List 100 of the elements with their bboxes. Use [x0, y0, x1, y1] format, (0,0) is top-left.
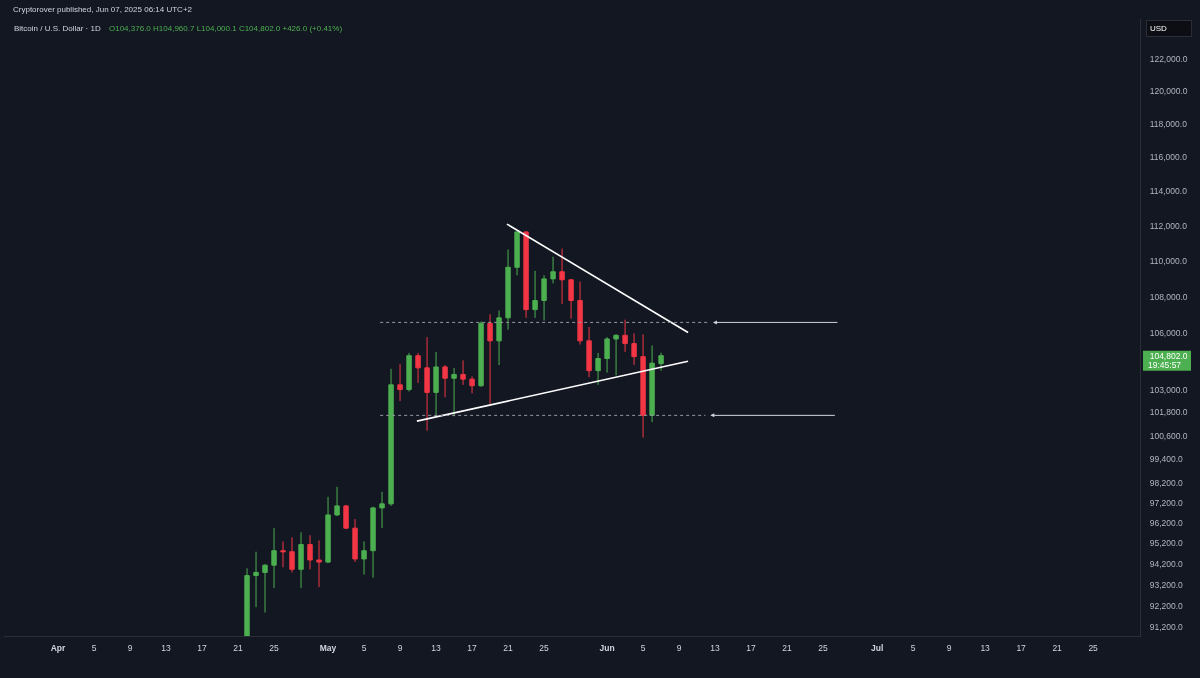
y-tick-label: 93,200.0	[1149, 579, 1184, 590]
x-tick-label: 17	[746, 643, 757, 654]
y-tick-label: 116,000.0	[1149, 152, 1188, 163]
y-tick-label: 122,000.0	[1149, 53, 1188, 64]
y-tick-label: 94,200.0	[1149, 559, 1184, 570]
candlestick	[460, 359, 466, 386]
candlestick	[289, 536, 295, 573]
text: O104,376.0 H104,960.7 L104,000.1 C104,802.0 +426.0 (+0.41%)	[109, 24, 343, 33]
x-tick-label: 9	[946, 643, 952, 654]
x-tick-label: 17	[1016, 643, 1027, 654]
text: Bitcoin / U.S. Dollar · 1D	[14, 24, 101, 33]
text: Cryptorover published, Jun 07, 2025 06:14 UTC+2	[13, 5, 193, 14]
candlestick	[595, 352, 601, 386]
candlestick	[433, 351, 439, 417]
x-tick-label: 5	[640, 643, 646, 654]
candlestick	[496, 310, 502, 366]
y-tick-label: 103,000.0	[1149, 384, 1188, 395]
candlestick	[631, 332, 637, 366]
y-tick-label: 106,000.0	[1149, 328, 1188, 339]
y-tick-label: 99,400.0	[1149, 454, 1184, 465]
y-tick-label: 101,800.0	[1149, 407, 1188, 418]
candlestick	[370, 506, 376, 579]
x-tick-label: 25	[269, 643, 280, 654]
y-tick-label: 96,200.0	[1149, 518, 1184, 529]
x-tick-label: Apr	[50, 643, 67, 654]
candlestick	[298, 531, 304, 589]
candlestick	[505, 249, 511, 331]
y-axis-title: USD	[1150, 24, 1168, 33]
x-tick-label: 13	[161, 643, 172, 654]
y-tick-label: 104,802.0	[1149, 350, 1188, 361]
candlestick	[442, 364, 448, 398]
x-tick-label: 21	[233, 643, 244, 654]
text: 19:45:57	[1148, 360, 1182, 370]
candlestick	[262, 563, 268, 613]
y-tick-label: 95,200.0	[1149, 538, 1184, 549]
x-tick-label: 17	[467, 643, 478, 654]
candlestick	[514, 230, 520, 276]
candlestick	[541, 274, 547, 322]
x-tick-label: 21	[1052, 643, 1063, 654]
candlestick	[577, 281, 583, 346]
x-tick-label: 13	[431, 643, 442, 654]
y-tick-label: 100,600.0	[1149, 430, 1188, 441]
candlestick	[640, 333, 646, 439]
candlestick	[334, 486, 340, 517]
y-tick-label: 114,000.0	[1149, 186, 1188, 197]
x-tick-label: 25	[818, 643, 829, 654]
x-tick-label: 13	[710, 643, 721, 654]
candlestick	[325, 496, 331, 564]
x-tick-label: Jul	[870, 643, 884, 654]
candlestick	[379, 491, 385, 529]
y-tick-label: 110,000.0	[1149, 256, 1188, 267]
x-tick-label: 5	[910, 643, 916, 654]
candlestick	[559, 248, 565, 305]
candlestick	[451, 367, 457, 417]
candlestick	[658, 352, 664, 372]
candlestick	[532, 270, 538, 319]
candlestick	[649, 344, 655, 423]
candlestick	[613, 333, 619, 376]
candlestick	[586, 326, 592, 378]
candlestick	[244, 567, 250, 636]
x-tick-label: 9	[127, 643, 133, 654]
y-tick-label: 120,000.0	[1149, 85, 1188, 96]
candlestick	[307, 534, 313, 570]
candlestick	[424, 336, 430, 432]
candlestick	[568, 278, 574, 320]
x-tick-label: 25	[1088, 643, 1099, 654]
candlestick	[271, 527, 277, 589]
candlestick	[622, 319, 628, 353]
y-tick-label: 91,200.0	[1149, 622, 1184, 633]
x-tick-label: 9	[676, 643, 682, 654]
y-tick-label: 112,000.0	[1149, 220, 1188, 231]
candlestick	[523, 230, 529, 319]
candlestick	[406, 352, 412, 392]
x-tick-label: Jun	[599, 643, 615, 654]
candlestick	[487, 313, 493, 405]
y-tick-label: 118,000.0	[1149, 118, 1188, 129]
x-tick-label: May	[319, 643, 337, 654]
x-tick-label: 21	[503, 643, 514, 654]
candlestick	[415, 352, 421, 384]
x-tick-label: 21	[782, 643, 793, 654]
y-tick-label: 98,200.0	[1149, 477, 1184, 488]
x-tick-label: 5	[91, 643, 97, 654]
candlestick	[550, 256, 556, 284]
y-tick-label: 97,200.0	[1149, 497, 1184, 508]
candlestick	[280, 540, 286, 568]
x-tick-label: 13	[980, 643, 991, 654]
y-tick-label: 92,200.0	[1149, 601, 1184, 612]
candlestick	[361, 540, 367, 576]
x-tick-label: 5	[361, 643, 367, 654]
candlestick	[478, 321, 484, 388]
candlestick	[316, 539, 322, 588]
candlestick	[343, 504, 349, 530]
candlestick	[604, 336, 610, 374]
candlestick	[352, 518, 358, 563]
candlestick	[469, 375, 475, 394]
x-tick-label: 17	[197, 643, 208, 654]
candlestick	[388, 368, 394, 507]
x-tick-label: 9	[397, 643, 403, 654]
x-tick-label: 25	[539, 643, 550, 654]
candlestick	[397, 363, 403, 402]
